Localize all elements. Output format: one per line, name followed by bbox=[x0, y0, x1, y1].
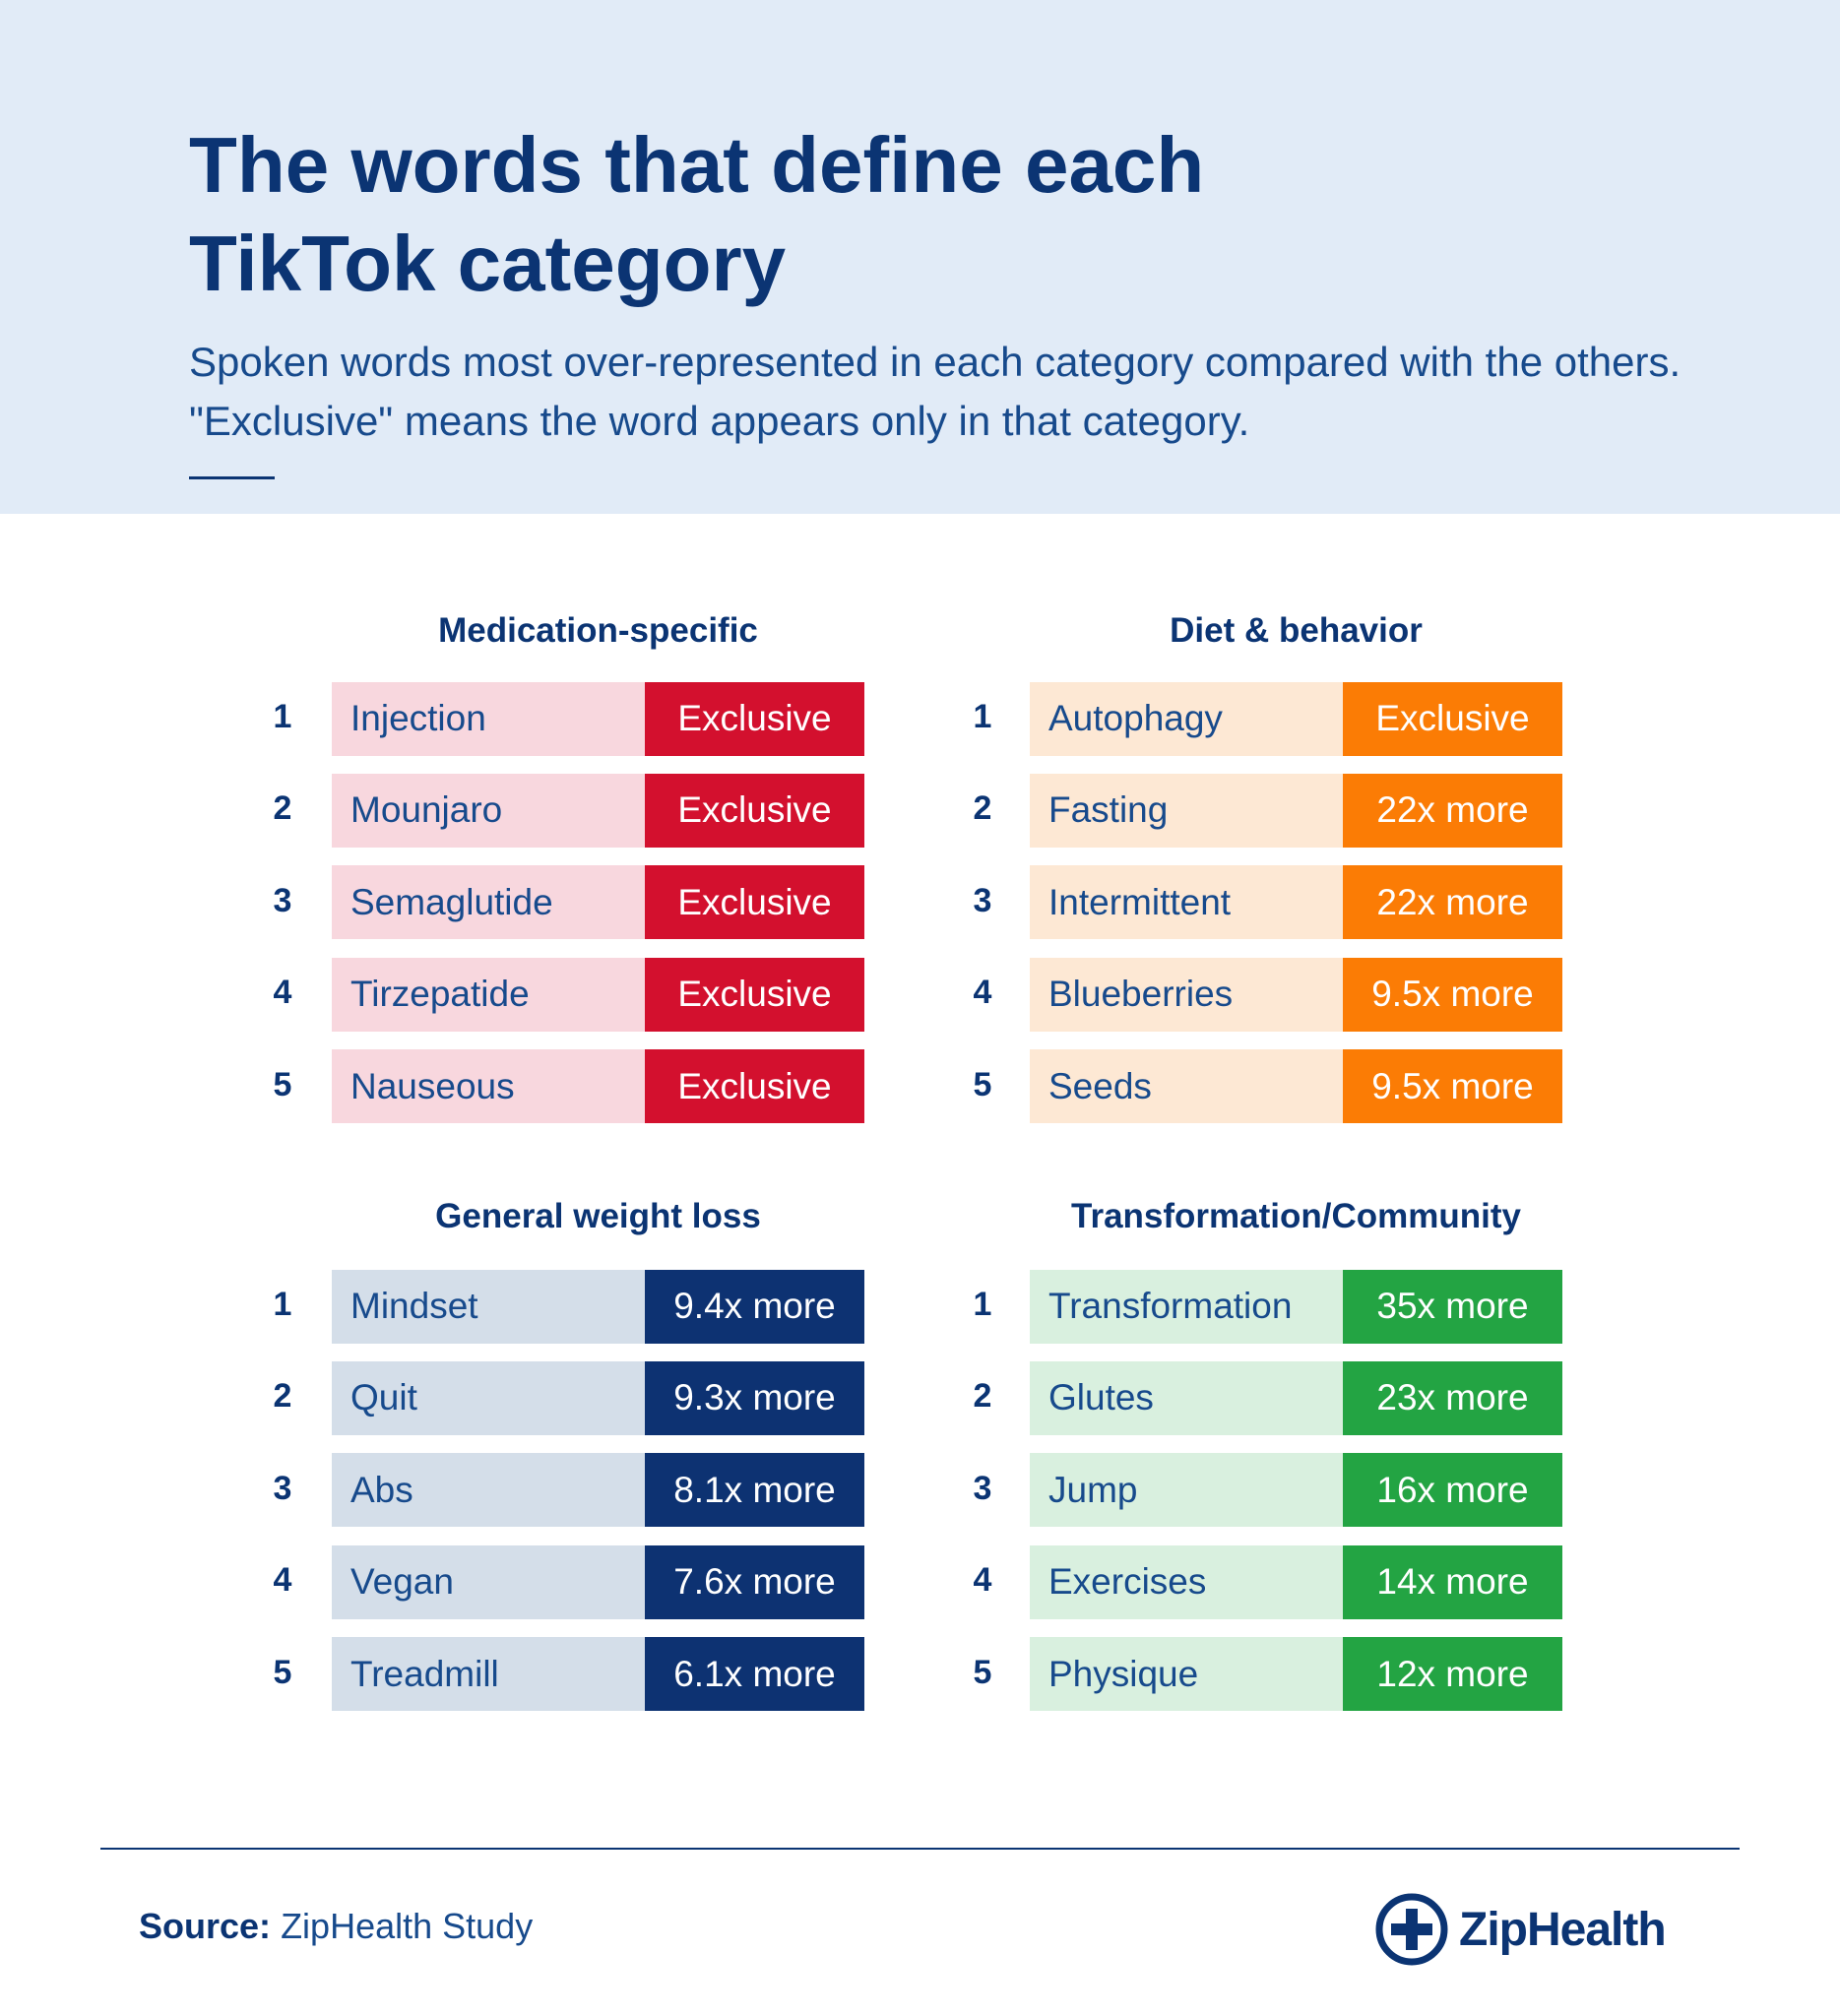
ratio: Exclusive bbox=[645, 957, 864, 1032]
rank: 1 bbox=[273, 698, 292, 735]
ratio: 22x more bbox=[1343, 773, 1562, 848]
source-text: ZipHealth Study bbox=[281, 1906, 534, 1946]
panel-title: Medication-specific bbox=[438, 611, 758, 650]
ratio: 22x more bbox=[1343, 865, 1562, 940]
rank: 3 bbox=[973, 1469, 992, 1507]
ratio: Exclusive bbox=[645, 1049, 864, 1124]
word: Tirzepatide bbox=[332, 957, 645, 1032]
ratio: Exclusive bbox=[645, 681, 864, 756]
ratio: 9.4x more bbox=[645, 1269, 864, 1344]
ratio: 8.1x more bbox=[645, 1453, 864, 1528]
word: Intermittent bbox=[1030, 865, 1343, 940]
logo-icon bbox=[1375, 1893, 1448, 1966]
word: Blueberries bbox=[1030, 957, 1343, 1032]
ratio: 9.5x more bbox=[1343, 1049, 1562, 1124]
rank: 1 bbox=[973, 1286, 992, 1323]
rank: 3 bbox=[273, 881, 292, 919]
logo-text: ZipHealth bbox=[1459, 1903, 1667, 1956]
rank: 5 bbox=[973, 1653, 992, 1691]
panel-title: General weight loss bbox=[435, 1197, 761, 1235]
word: Jump bbox=[1030, 1453, 1343, 1528]
rank: 1 bbox=[273, 1286, 292, 1323]
rank: 4 bbox=[273, 974, 292, 1012]
word: Glutes bbox=[1030, 1360, 1343, 1435]
rank: 5 bbox=[973, 1065, 992, 1103]
word: Fasting bbox=[1030, 773, 1343, 848]
ratio: 6.1x more bbox=[645, 1637, 864, 1712]
word: Mounjaro bbox=[332, 773, 645, 848]
word: Nauseous bbox=[332, 1049, 645, 1124]
ratio: 14x more bbox=[1343, 1544, 1562, 1619]
rank: 5 bbox=[273, 1065, 292, 1103]
word: Exercises bbox=[1030, 1544, 1343, 1619]
ratio: 35x more bbox=[1343, 1269, 1562, 1344]
word: Vegan bbox=[332, 1544, 645, 1619]
ratio: 9.3x more bbox=[645, 1360, 864, 1435]
ratio: 9.5x more bbox=[1343, 957, 1562, 1032]
rank: 4 bbox=[973, 974, 992, 1012]
rank: 2 bbox=[273, 1377, 292, 1416]
rank: 2 bbox=[973, 789, 992, 828]
rank: 2 bbox=[973, 1377, 992, 1416]
source-label: Source: bbox=[139, 1906, 272, 1946]
rank: 5 bbox=[273, 1653, 292, 1691]
word: Treadmill bbox=[332, 1637, 645, 1712]
header: The words that define each TikTok catego… bbox=[0, 0, 1840, 514]
rank: 3 bbox=[273, 1469, 292, 1507]
ratio: 16x more bbox=[1343, 1453, 1562, 1528]
panel-title: Diet & behavior bbox=[1170, 611, 1423, 650]
ratio: 12x more bbox=[1343, 1637, 1562, 1712]
subtitle-line: Spoken words most over-represented in ea… bbox=[189, 339, 1681, 385]
panel-title: Transformation/Community bbox=[1071, 1197, 1521, 1235]
rank: 4 bbox=[973, 1561, 992, 1600]
source: Source: ZipHealth Study bbox=[139, 1906, 533, 1947]
subtitle-line: "Exclusive" means the word appears only … bbox=[189, 398, 1250, 444]
word: Transformation bbox=[1030, 1269, 1343, 1344]
word: Seeds bbox=[1030, 1049, 1343, 1124]
ratio: Exclusive bbox=[645, 865, 864, 940]
ratio: Exclusive bbox=[645, 773, 864, 848]
rank: 4 bbox=[273, 1561, 292, 1600]
footer-divider bbox=[100, 1848, 1740, 1850]
title: The words that define each TikTok catego… bbox=[189, 121, 1205, 307]
ratio: Exclusive bbox=[1343, 681, 1562, 756]
ratio: 23x more bbox=[1343, 1360, 1562, 1435]
word: Semaglutide bbox=[332, 865, 645, 940]
divider bbox=[189, 476, 275, 479]
subtitle: Spoken words most over-represented in ea… bbox=[189, 333, 1681, 451]
rank: 3 bbox=[973, 881, 992, 919]
word: Physique bbox=[1030, 1637, 1343, 1712]
rank: 2 bbox=[273, 789, 292, 828]
ratio: 7.6x more bbox=[645, 1544, 864, 1619]
word: Abs bbox=[332, 1453, 645, 1528]
word: Quit bbox=[332, 1360, 645, 1435]
logo: ZipHealth bbox=[1374, 1892, 1667, 1967]
word: Autophagy bbox=[1030, 681, 1343, 756]
word: Injection bbox=[332, 681, 645, 756]
word: Mindset bbox=[332, 1269, 645, 1344]
rank: 1 bbox=[973, 698, 992, 735]
